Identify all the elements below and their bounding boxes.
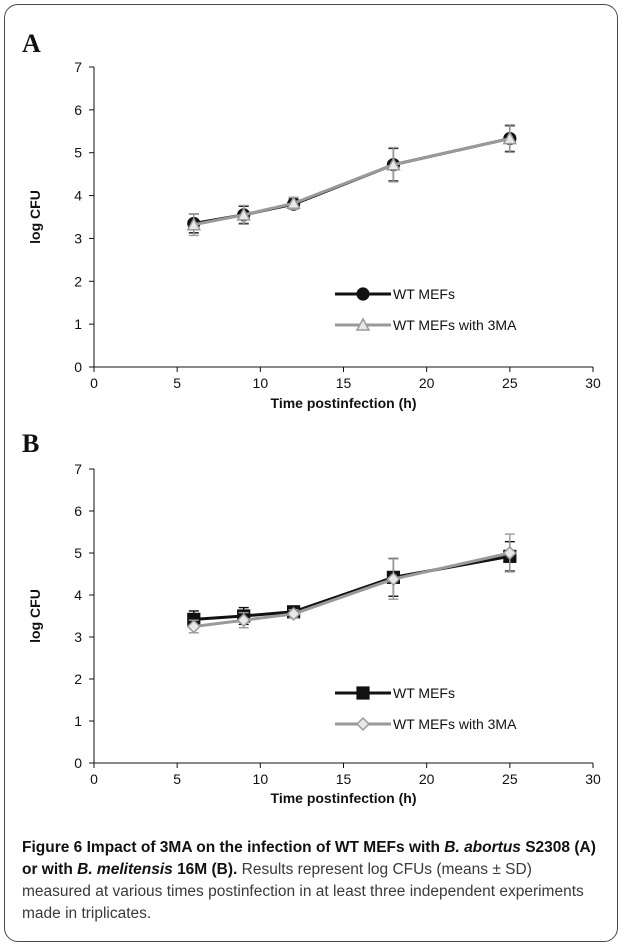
- x-tick-label: 0: [90, 375, 98, 391]
- panel-label: B: [22, 429, 39, 458]
- figure-caption: Figure 6 Impact of 3MA on the infection …: [22, 837, 602, 925]
- x-axis-title: Time postinfection (h): [271, 790, 417, 806]
- caption-title-part1: Impact of 3MA on the infection of WT MEF…: [86, 839, 440, 856]
- x-tick-label: 25: [502, 771, 518, 787]
- y-tick-label: 6: [74, 503, 82, 519]
- y-tick-label: 6: [74, 102, 82, 118]
- data-point: [502, 545, 517, 561]
- x-tick-label: 5: [173, 771, 181, 787]
- data-point: [236, 207, 251, 221]
- y-tick-label: 0: [74, 755, 82, 771]
- x-tick-label: 30: [585, 771, 601, 787]
- data-point: [286, 195, 301, 210]
- y-tick-label: 1: [74, 713, 82, 729]
- figure-frame: [4, 4, 618, 942]
- legend-marker: [355, 317, 371, 331]
- caption-figure-label: Figure 6: [22, 839, 83, 856]
- x-tick-label: 25: [502, 375, 518, 391]
- legend-marker: [356, 287, 370, 301]
- legend-label: WT MEFs with 3MA: [393, 317, 517, 333]
- x-tick-label: 10: [253, 771, 269, 787]
- y-tick-label: 0: [74, 359, 82, 375]
- y-tick-label: 3: [74, 230, 82, 246]
- data-point: [386, 157, 401, 171]
- y-tick-label: 5: [74, 545, 82, 561]
- y-tick-label: 3: [74, 629, 82, 645]
- y-axis-title: log CFU: [27, 190, 43, 244]
- legend-marker: [355, 716, 371, 732]
- legend-label: WT MEFs: [393, 286, 455, 302]
- legend-marker: [356, 686, 370, 700]
- data-point: [186, 619, 201, 634]
- data-point: [386, 571, 401, 587]
- y-axis-title: log CFU: [27, 589, 43, 643]
- x-tick-label: 20: [419, 771, 435, 787]
- y-tick-label: 2: [74, 273, 82, 289]
- y-tick-label: 7: [74, 59, 82, 75]
- y-tick-label: 1: [74, 316, 82, 332]
- caption-species1-genus: B.: [444, 839, 460, 856]
- x-tick-label: 15: [336, 375, 352, 391]
- x-tick-label: 20: [419, 375, 435, 391]
- caption-strain2: 16M (B).: [177, 861, 238, 878]
- x-tick-label: 10: [253, 375, 269, 391]
- data-point: [186, 217, 202, 231]
- y-tick-label: 7: [74, 461, 82, 477]
- y-tick-label: 4: [74, 188, 82, 204]
- chart-panel-a: A 0 1 2 3 4 5 6 7 0 5 10 15 20 25 30 Time postinfection …: [22, 29, 601, 411]
- data-point: [286, 606, 301, 621]
- caption-strain1: S2308 (A) or with: [22, 839, 596, 878]
- data-point: [502, 131, 518, 145]
- chart-panel-b: B 0 1 2 3 4 5 6 7 0 5 10 15 20 25 30 Time postinfection …: [22, 429, 601, 806]
- x-axis-title: Time postinfection (h): [271, 395, 417, 411]
- caption-species2: B. melitensis: [77, 861, 173, 878]
- x-tick-label: 5: [173, 375, 181, 391]
- y-tick-label: 4: [74, 587, 82, 603]
- legend-label: WT MEFs with 3MA: [393, 716, 517, 732]
- x-tick-label: 15: [336, 771, 352, 787]
- legend-label: WT MEFs: [393, 685, 455, 701]
- y-tick-label: 5: [74, 145, 82, 161]
- x-tick-label: 0: [90, 771, 98, 787]
- caption-body: Results represent log CFUs (means ± SD) …: [22, 861, 584, 922]
- caption-species1-name: abortus: [464, 839, 521, 856]
- x-tick-label: 30: [585, 375, 601, 391]
- y-tick-label: 2: [74, 671, 82, 687]
- data-point: [236, 613, 251, 628]
- panel-label: A: [22, 29, 41, 58]
